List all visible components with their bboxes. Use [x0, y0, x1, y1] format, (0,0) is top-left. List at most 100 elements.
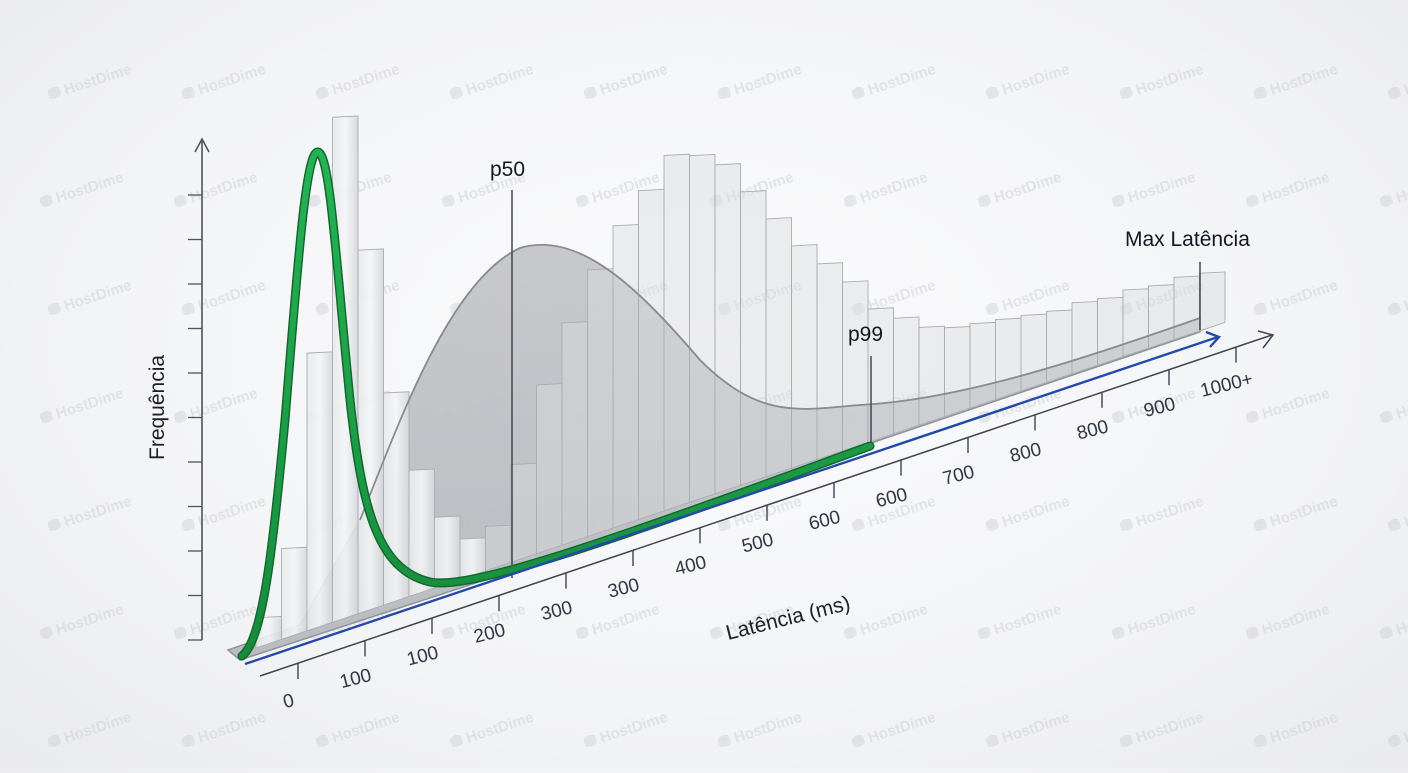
histogram-bar — [408, 468, 435, 598]
p99-label: p99 — [848, 323, 883, 346]
watermark-text: ⛃ HostDime — [180, 709, 268, 752]
histogram-bar — [969, 321, 996, 409]
x-tick-label: 500 — [740, 529, 776, 557]
watermark-text: ⛃ HostDime — [1378, 601, 1408, 644]
watermark-text: ⛃ HostDime — [582, 709, 670, 752]
watermark-text: ⛃ HostDime — [1378, 385, 1408, 428]
watermark-text: ⛃ HostDime — [1386, 277, 1408, 320]
histogram-bar — [510, 462, 537, 563]
histogram-bar — [1020, 313, 1047, 392]
watermark-text: ⛃ HostDime — [1118, 709, 1206, 752]
percentile-markers: p50 p99 Max Latência — [490, 158, 1250, 578]
watermark-text: ⛃ HostDime — [1244, 169, 1332, 212]
watermark-text: ⛃ HostDime — [1386, 61, 1408, 104]
watermark-text: ⛃ HostDime — [850, 61, 938, 104]
watermark-text: ⛃ HostDime — [1244, 601, 1332, 644]
watermark-text: ⛃ HostDime — [842, 601, 930, 644]
watermark-text: ⛃ HostDime — [314, 709, 402, 752]
x-tick-label: 0 — [281, 690, 296, 713]
x-tick-label: 400 — [673, 552, 709, 580]
histogram-bar — [765, 217, 792, 478]
histogram-bar — [306, 351, 333, 632]
watermark-text: ⛃ HostDime — [180, 61, 268, 104]
x-tick-label: 800 — [1008, 439, 1044, 467]
watermark-text: ⛃ HostDime — [984, 61, 1072, 104]
histogram-bar — [1122, 288, 1149, 358]
watermark-text: ⛃ HostDime — [180, 493, 268, 536]
histogram-bar — [357, 248, 384, 615]
watermark-text: ⛃ HostDime — [1252, 61, 1340, 104]
watermark-text: ⛃ HostDime — [172, 169, 260, 212]
watermark-text: ⛃ HostDime — [46, 493, 134, 536]
x-tick-label: 100 — [405, 642, 441, 670]
watermark-text: ⛃ HostDime — [448, 61, 536, 104]
watermark-text: ⛃ HostDime — [172, 601, 260, 644]
watermark-text: ⛃ HostDime — [1110, 601, 1198, 644]
histogram-bar — [918, 325, 945, 426]
histogram-bar — [587, 268, 614, 538]
y-axis-arrow-icon — [194, 137, 210, 153]
watermark-text: ⛃ HostDime — [1252, 493, 1340, 536]
watermark-text: ⛃ HostDime — [38, 601, 126, 644]
x-tick-label: 300 — [539, 597, 575, 625]
watermark-text: ⛃ HostDime — [1252, 709, 1340, 752]
histogram-bar — [561, 321, 588, 546]
histogram-bar — [689, 153, 716, 503]
watermark-text: ⛃ HostDime — [1118, 61, 1206, 104]
x-tick-label: 1000+ — [1198, 369, 1255, 402]
x-axis-title: Latência (ms) — [724, 592, 853, 645]
histogram-bar — [1046, 309, 1073, 384]
x-tick-label: 100 — [338, 665, 374, 693]
watermark-text: ⛃ HostDime — [716, 709, 804, 752]
histogram-bar — [944, 326, 971, 418]
histogram-bar — [714, 163, 741, 495]
watermark-text: ⛃ HostDime — [574, 601, 662, 644]
p50-label: p50 — [490, 158, 525, 181]
x-tick-label: 900 — [1142, 394, 1178, 422]
histogram-bar — [816, 262, 843, 461]
histogram-bar — [612, 224, 639, 529]
watermark-text: ⛃ HostDime — [1110, 169, 1198, 212]
histogram-bar — [281, 546, 308, 641]
histogram-bar — [1148, 284, 1175, 349]
watermark-text: ⛃ HostDime — [1118, 493, 1206, 536]
watermark-text: ⛃ HostDime — [1244, 385, 1332, 428]
x-tick-label: 600 — [807, 507, 843, 535]
histogram-bar — [842, 280, 869, 452]
histogram-bar — [893, 316, 920, 435]
x-tick-label: 700 — [941, 462, 977, 490]
y-axis — [188, 137, 210, 641]
x-tick-label: 800 — [1075, 416, 1111, 444]
watermark-text: ⛃ HostDime — [314, 61, 402, 104]
histogram-bar — [740, 190, 767, 486]
watermark-text: ⛃ HostDime — [38, 169, 126, 212]
histogram-bar — [867, 307, 894, 443]
watermark-text: ⛃ HostDime — [984, 493, 1072, 536]
histogram-bar — [1097, 296, 1124, 366]
watermark-text: ⛃ HostDime — [46, 61, 134, 104]
watermark-text: ⛃ HostDime — [1378, 169, 1408, 212]
watermark-text: ⛃ HostDime — [38, 385, 126, 428]
histogram-bar — [536, 383, 563, 555]
watermark-text: ⛃ HostDime — [180, 277, 268, 320]
histogram-bar — [638, 188, 665, 521]
histogram-bar — [791, 244, 818, 469]
watermark-text: ⛃ HostDime — [46, 277, 134, 320]
y-axis-title: Frequência — [146, 355, 169, 460]
histogram-bar — [995, 317, 1022, 401]
watermark-text: ⛃ HostDime — [46, 709, 134, 752]
baseline-axis — [244, 330, 1222, 666]
watermark-text: ⛃ HostDime — [976, 169, 1064, 212]
watermark-text: ⛃ HostDime — [716, 61, 804, 104]
watermark-text: ⛃ HostDime — [842, 169, 930, 212]
watermark-text: ⛃ HostDime — [984, 709, 1072, 752]
green-density-curve — [239, 149, 873, 659]
watermark-text: ⛃ HostDime — [172, 385, 260, 428]
gray-density-curve — [359, 243, 1201, 521]
watermark-text: ⛃ HostDime — [1252, 277, 1340, 320]
x-axis-arrow-icon — [1257, 330, 1275, 349]
histogram-bar — [1173, 275, 1200, 341]
watermark-text: ⛃ HostDime — [1386, 493, 1408, 536]
baseline-arrow-icon — [1205, 330, 1222, 348]
